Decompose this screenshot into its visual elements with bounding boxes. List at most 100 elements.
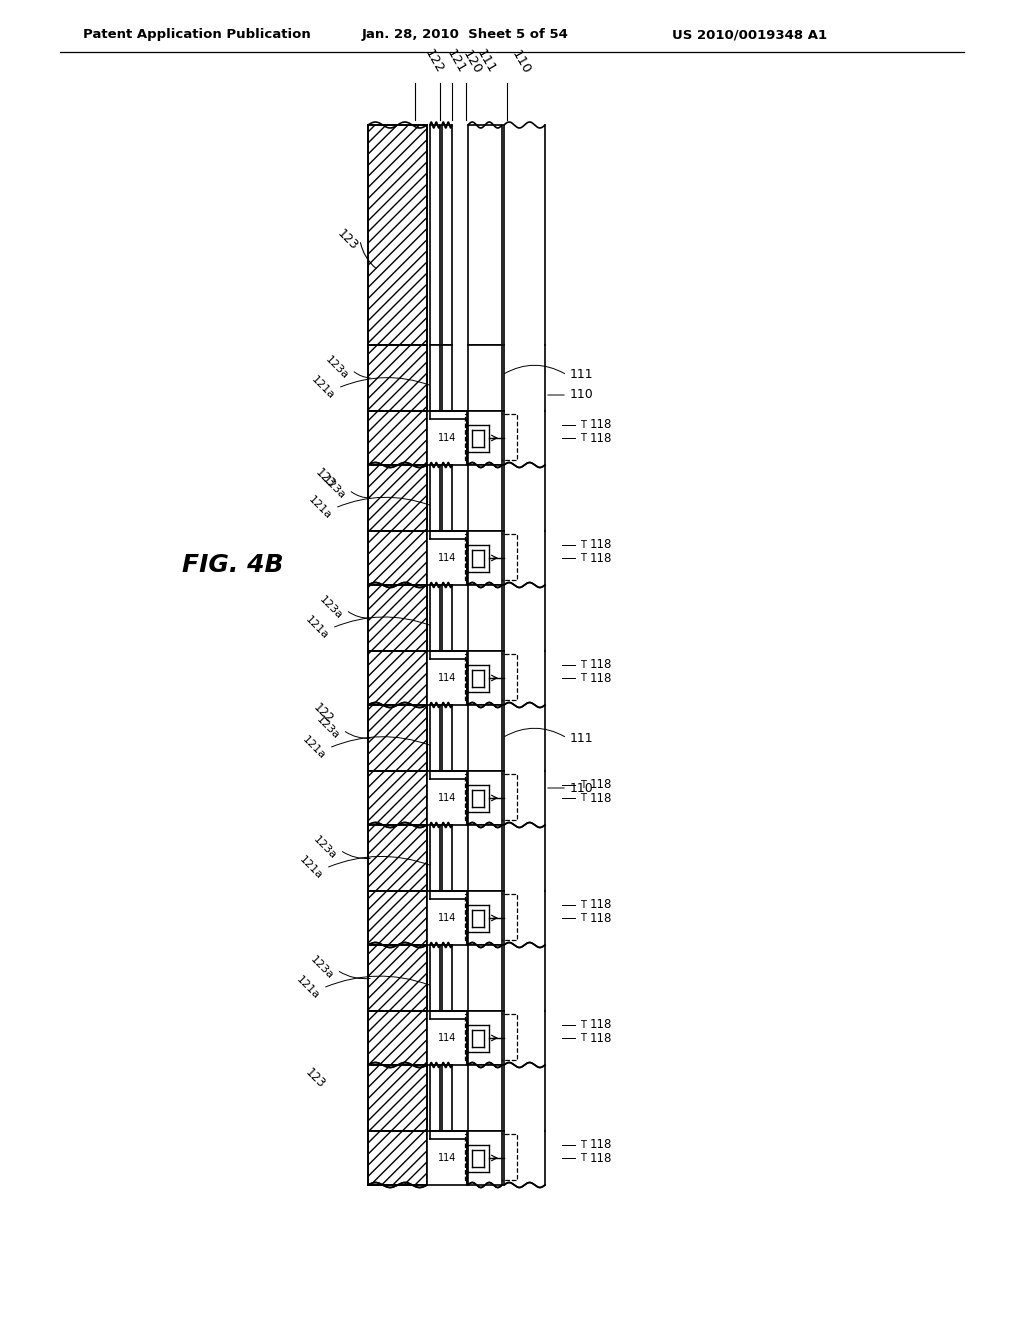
Text: 123a: 123a <box>308 954 335 982</box>
Text: 121a: 121a <box>294 974 321 1002</box>
Text: T: T <box>580 420 586 429</box>
Text: Patent Application Publication: Patent Application Publication <box>83 28 310 41</box>
Text: T: T <box>580 1034 586 1043</box>
Text: 121a: 121a <box>297 854 324 882</box>
Text: 123: 123 <box>313 466 338 491</box>
Bar <box>368 1131 427 1185</box>
Bar <box>430 125 440 345</box>
Bar <box>427 531 467 585</box>
Text: 111: 111 <box>474 48 498 77</box>
Bar <box>468 825 502 891</box>
Bar <box>368 465 427 531</box>
Text: 123: 123 <box>303 1065 328 1090</box>
Bar <box>430 945 440 1011</box>
Text: T: T <box>580 673 586 682</box>
Bar <box>430 1065 440 1131</box>
Text: 114: 114 <box>438 673 456 682</box>
Bar <box>368 651 427 705</box>
Bar <box>368 125 427 345</box>
Text: 118: 118 <box>590 1138 612 1151</box>
Bar <box>442 825 452 891</box>
Text: 121a: 121a <box>306 495 333 521</box>
Bar <box>468 125 502 345</box>
Text: 121a: 121a <box>303 615 330 642</box>
Bar <box>368 531 427 585</box>
Bar <box>427 1011 467 1065</box>
Bar <box>368 1065 427 1131</box>
Bar <box>468 531 502 585</box>
Text: 121a: 121a <box>300 734 327 762</box>
Text: 118: 118 <box>590 552 612 565</box>
Bar <box>442 1065 452 1131</box>
Bar <box>442 945 452 1011</box>
Bar <box>468 1065 502 1131</box>
Text: 118: 118 <box>590 1018 612 1031</box>
Bar <box>427 1131 467 1185</box>
Bar <box>468 1011 502 1065</box>
Text: 123a: 123a <box>324 355 350 381</box>
Text: 118: 118 <box>590 792 612 804</box>
Bar <box>465 1134 517 1180</box>
Text: 118: 118 <box>590 898 612 911</box>
Bar <box>468 945 502 1011</box>
Bar <box>465 894 517 940</box>
Bar <box>468 705 502 771</box>
Text: T: T <box>580 899 586 909</box>
Bar <box>368 585 427 651</box>
Bar <box>465 774 517 820</box>
Bar <box>468 891 502 945</box>
Bar <box>430 465 440 531</box>
Bar <box>368 825 427 891</box>
Bar <box>442 345 452 411</box>
Text: 123a: 123a <box>311 834 338 862</box>
Bar <box>465 653 517 700</box>
Text: 118: 118 <box>590 672 612 685</box>
Bar <box>468 771 502 825</box>
Text: FIG. 4B: FIG. 4B <box>182 553 284 577</box>
Text: 111: 111 <box>570 368 594 381</box>
Text: 123: 123 <box>334 227 360 253</box>
Text: 110: 110 <box>570 388 594 401</box>
Bar <box>427 771 467 825</box>
Text: T: T <box>580 540 586 549</box>
Bar <box>430 705 440 771</box>
Text: 118: 118 <box>590 1031 612 1044</box>
Text: 114: 114 <box>438 553 456 564</box>
Text: 114: 114 <box>438 913 456 923</box>
Text: 118: 118 <box>590 539 612 550</box>
Bar <box>442 465 452 531</box>
Bar <box>468 585 502 651</box>
Text: T: T <box>580 1152 586 1163</box>
Bar <box>468 651 502 705</box>
Bar <box>468 345 502 411</box>
Bar <box>465 414 517 459</box>
Bar <box>465 1014 517 1060</box>
Bar <box>442 585 452 651</box>
Text: 122: 122 <box>422 48 445 77</box>
Bar <box>368 1011 427 1065</box>
Bar <box>468 411 502 465</box>
Text: US 2010/0019348 A1: US 2010/0019348 A1 <box>672 28 827 41</box>
Text: 121a: 121a <box>309 375 336 401</box>
Text: 118: 118 <box>590 1151 612 1164</box>
Text: 118: 118 <box>590 657 612 671</box>
Bar <box>468 465 502 531</box>
Text: 123a: 123a <box>317 594 344 622</box>
Text: 114: 114 <box>438 1034 456 1043</box>
Text: 121: 121 <box>443 48 468 77</box>
Text: 120: 120 <box>460 48 483 77</box>
Bar <box>427 411 467 465</box>
Text: Jan. 28, 2010  Sheet 5 of 54: Jan. 28, 2010 Sheet 5 of 54 <box>362 28 569 41</box>
Bar <box>465 535 517 579</box>
Bar <box>368 891 427 945</box>
Bar <box>442 705 452 771</box>
Bar <box>368 945 427 1011</box>
Text: T: T <box>580 913 586 923</box>
Text: 123a: 123a <box>321 475 347 502</box>
Text: 118: 118 <box>590 777 612 791</box>
Text: 114: 114 <box>438 1152 456 1163</box>
Bar <box>368 771 427 825</box>
Bar <box>427 891 467 945</box>
Text: T: T <box>580 660 586 669</box>
Bar <box>368 345 427 411</box>
